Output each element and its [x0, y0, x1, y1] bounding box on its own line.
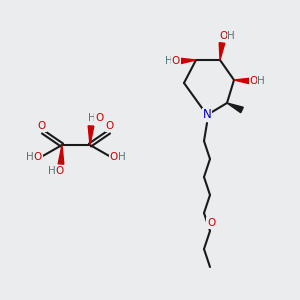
Text: H: H [165, 56, 173, 66]
Polygon shape [58, 145, 64, 164]
Text: O: O [220, 31, 228, 41]
Polygon shape [219, 43, 225, 60]
Text: O: O [250, 76, 258, 86]
Text: O: O [207, 218, 215, 228]
Text: O: O [106, 121, 114, 131]
Polygon shape [227, 103, 243, 113]
Text: O: O [34, 152, 42, 162]
Text: H: H [227, 31, 235, 41]
Text: O: O [56, 166, 64, 176]
Text: H: H [26, 152, 34, 162]
Text: O: O [38, 121, 46, 131]
Text: O: O [172, 56, 180, 66]
Text: H: H [48, 166, 56, 176]
Polygon shape [234, 78, 250, 84]
Text: H: H [257, 76, 265, 86]
Text: H: H [88, 113, 96, 123]
Polygon shape [180, 58, 196, 64]
Text: H: H [118, 152, 126, 162]
Text: N: N [202, 109, 211, 122]
Text: O: O [110, 152, 118, 162]
Polygon shape [88, 126, 94, 145]
Text: O: O [95, 113, 103, 123]
